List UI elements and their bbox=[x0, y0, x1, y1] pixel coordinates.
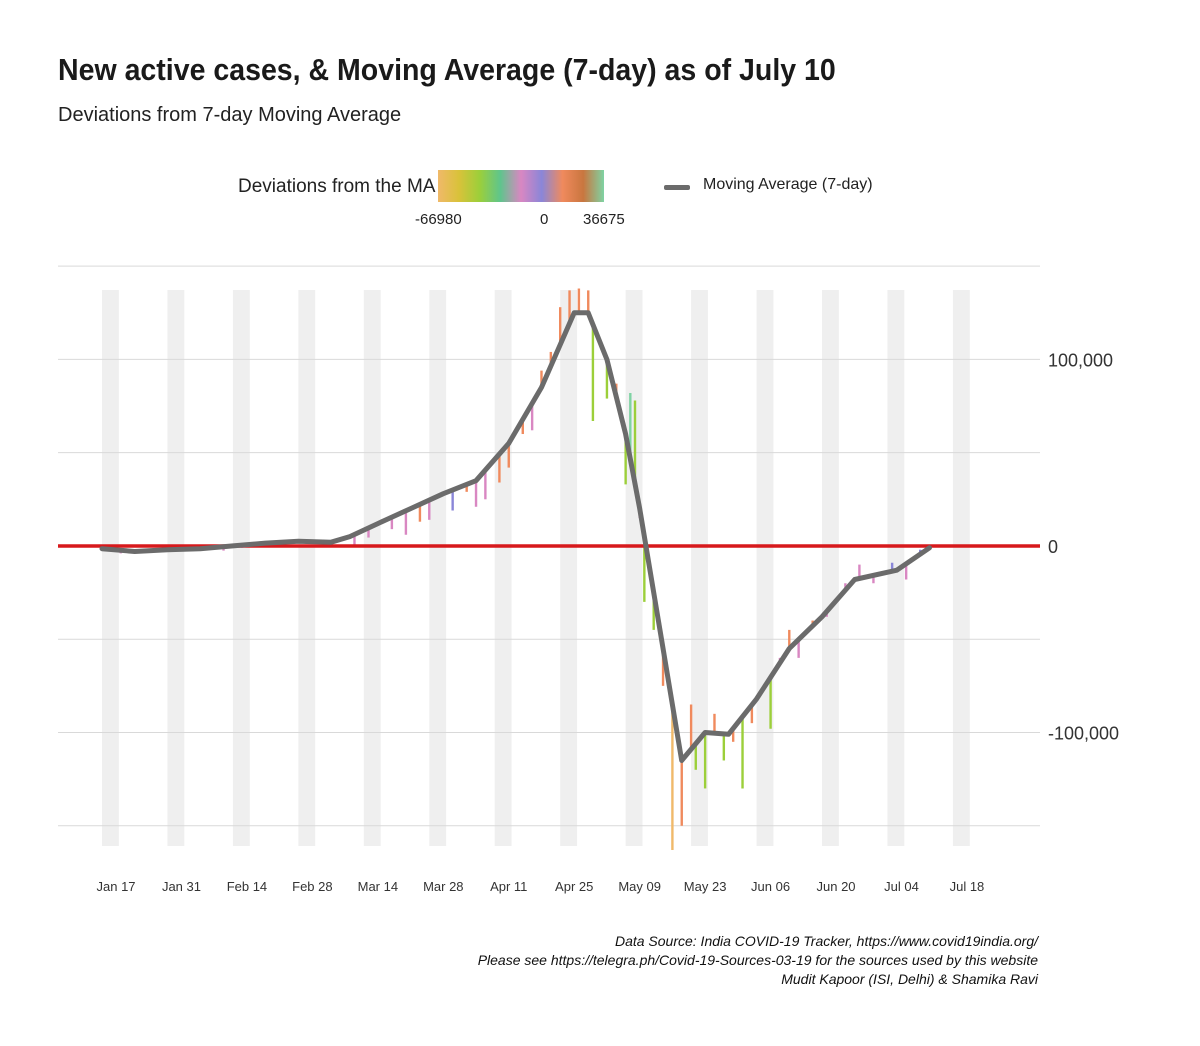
gradient-tick-zero: 0 bbox=[540, 211, 549, 228]
x-tick-label: Mar 14 bbox=[358, 879, 398, 894]
gradient-tick-min: -66980 bbox=[415, 211, 462, 228]
x-tick-label: Feb 28 bbox=[292, 879, 332, 894]
caption-data-source: Data Source: India COVID-19 Tracker, htt… bbox=[614, 933, 1038, 949]
week-band bbox=[691, 290, 708, 846]
gradient-tick-max: 36675 bbox=[583, 211, 625, 228]
caption-authors: Mudit Kapoor (ISI, Delhi) & Shamika Ravi bbox=[781, 971, 1038, 987]
x-tick-label: Jun 06 bbox=[751, 879, 790, 894]
week-band bbox=[102, 290, 119, 846]
chart-subtitle: Deviations from 7-day Moving Average bbox=[58, 104, 402, 126]
week-band bbox=[494, 290, 512, 846]
ma-legend-label: Moving Average (7-day) bbox=[703, 176, 873, 193]
week-band bbox=[952, 290, 970, 846]
y-tick-label: 0 bbox=[1048, 537, 1058, 557]
y-tick-label: -100,000 bbox=[1048, 723, 1119, 743]
y-tick-label: 100,000 bbox=[1048, 350, 1113, 370]
week-band bbox=[363, 290, 381, 846]
moving-average-line bbox=[99, 310, 932, 763]
x-tick-label: Apr 25 bbox=[555, 879, 593, 894]
week-band bbox=[167, 290, 185, 846]
gradient-legend-bar bbox=[438, 170, 604, 202]
ma-legend-swatch bbox=[664, 185, 690, 190]
week-band bbox=[298, 290, 316, 846]
x-tick-label: Jun 20 bbox=[817, 879, 856, 894]
x-tick-label: Apr 11 bbox=[490, 879, 527, 894]
x-tick-label: Jul 18 bbox=[950, 879, 985, 894]
week-band bbox=[429, 290, 447, 846]
x-tick-label: Jul 04 bbox=[884, 879, 919, 894]
week-band bbox=[756, 290, 774, 846]
x-tick-label: May 09 bbox=[618, 879, 661, 894]
week-band bbox=[625, 290, 643, 846]
week-band bbox=[560, 290, 578, 846]
x-tick-label: Mar 28 bbox=[423, 879, 463, 894]
gradient-legend-title: Deviations from the MA bbox=[238, 176, 436, 197]
x-tick-label: May 23 bbox=[684, 879, 727, 894]
week-band bbox=[232, 290, 250, 846]
x-tick-label: Jan 31 bbox=[162, 879, 201, 894]
caption-sources-note: Please see https://telegra.ph/Covid-19-S… bbox=[477, 952, 1038, 968]
week-band bbox=[822, 290, 839, 846]
x-tick-label: Feb 14 bbox=[227, 879, 267, 894]
chart-title: New active cases, & Moving Average (7-da… bbox=[58, 52, 836, 87]
x-tick-label: Jan 17 bbox=[97, 879, 136, 894]
